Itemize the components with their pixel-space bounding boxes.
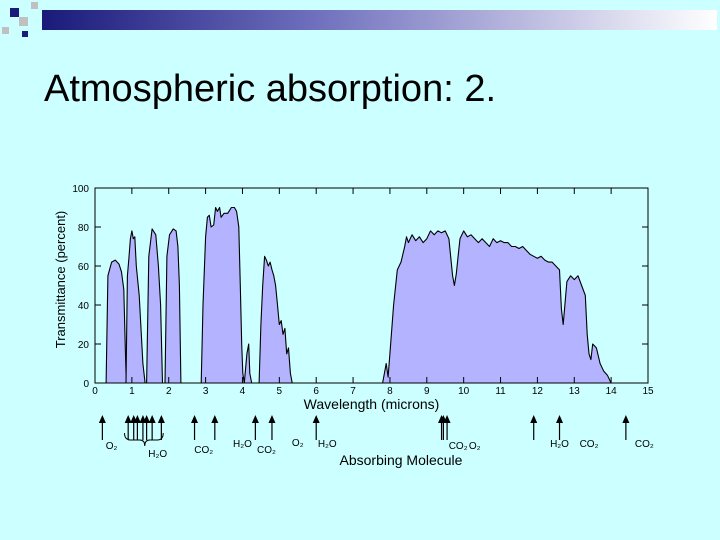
y-tick-label-40: 40 <box>78 301 90 312</box>
plot-frame <box>94 187 649 384</box>
molecule-label-6: O₂ <box>292 438 304 449</box>
transmittance-band-3 <box>146 228 164 384</box>
absorption-arrowhead-11 <box>251 415 259 423</box>
x-tick-label-6: 6 <box>313 386 319 397</box>
x-tick-label-13: 13 <box>569 386 581 397</box>
molecule-label-11: CO₂ <box>580 439 599 450</box>
slide-decoration-square-gray-small <box>31 2 38 9</box>
molecule-group-brace <box>123 432 164 447</box>
molecule-label-2: H₂O <box>148 449 167 460</box>
x-tick-label-5: 5 <box>277 386 283 397</box>
molecule-label-5: CO₂ <box>257 445 276 456</box>
absorption-arrowhead-19 <box>622 415 630 423</box>
x-tick-label-1: 1 <box>129 386 135 397</box>
x-tick-label-2: 2 <box>166 386 172 397</box>
x-tick-label-12: 12 <box>532 386 544 397</box>
transmittance-band-5 <box>200 206 253 384</box>
absorbing-molecule-label: Absorbing Molecule <box>340 452 463 468</box>
absorption-arrowhead-8 <box>157 415 165 423</box>
molecule-label-3: CO₂ <box>194 445 213 456</box>
absorption-arrowhead-18 <box>556 415 564 423</box>
absorption-arrowhead-6 <box>143 415 151 423</box>
x-tick-label-7: 7 <box>350 386 356 397</box>
y-tick-label-20: 20 <box>78 340 90 351</box>
x-tick-label-11: 11 <box>495 386 506 397</box>
x-tick-label-3: 3 <box>203 386 209 397</box>
y-tick-label-100: 100 <box>72 184 89 195</box>
x-tick-label-14: 14 <box>606 386 618 397</box>
molecule-label-10: H₂O <box>550 439 569 450</box>
absorption-arrowhead-7 <box>148 415 156 423</box>
absorption-arrowhead-10 <box>211 415 219 423</box>
absorption-arrowhead-17 <box>530 415 538 423</box>
molecule-label-12: CO₂ <box>635 439 654 450</box>
slide-title: Atmospheric absorption: 2. <box>44 68 497 110</box>
molecule-label-1: O₂ <box>106 441 118 452</box>
y-tick-label-80: 80 <box>78 223 90 234</box>
slide-decoration-square-gray-small-2 <box>2 27 9 34</box>
absorption-arrowhead-13 <box>312 415 320 423</box>
transmittance-band-1 <box>105 259 127 384</box>
molecule-label-9: O₂ <box>469 441 481 452</box>
absorption-arrowhead-12 <box>268 415 276 423</box>
molecule-label-7: H₂O <box>318 439 337 450</box>
x-tick-label-15: 15 <box>642 386 654 397</box>
molecule-label-4: H₂O <box>233 439 252 450</box>
x-tick-label-4: 4 <box>240 386 246 397</box>
slide-decoration-square-gray <box>19 17 28 26</box>
absorption-arrowhead-2 <box>124 415 132 423</box>
x-tick-label-0: 0 <box>92 386 98 397</box>
transmittance-band-7 <box>382 230 612 384</box>
transmittance-band-4 <box>164 228 182 384</box>
transmittance-band-2 <box>125 230 146 384</box>
slide-decoration-square-navy-small <box>22 31 28 37</box>
y-tick-label-60: 60 <box>78 262 90 273</box>
transmittance-band-6 <box>258 255 293 384</box>
absorption-arrowhead-9 <box>191 415 199 423</box>
molecule-label-8: CO₂ <box>449 441 468 452</box>
slide-decoration-square-navy <box>10 8 19 17</box>
absorption-arrowhead-16 <box>443 415 451 423</box>
x-tick-label-9: 9 <box>424 386 430 397</box>
x-axis-label: Wavelength (microns) <box>304 396 440 412</box>
x-tick-label-10: 10 <box>458 386 470 397</box>
absorption-arrowhead-4 <box>133 415 141 423</box>
y-axis-label: Transmittance (percent) <box>53 211 68 349</box>
slide-decoration-bar <box>42 10 717 30</box>
absorption-arrowhead-1 <box>98 415 106 423</box>
x-tick-label-8: 8 <box>387 386 393 397</box>
y-tick-label-0: 0 <box>83 379 89 390</box>
